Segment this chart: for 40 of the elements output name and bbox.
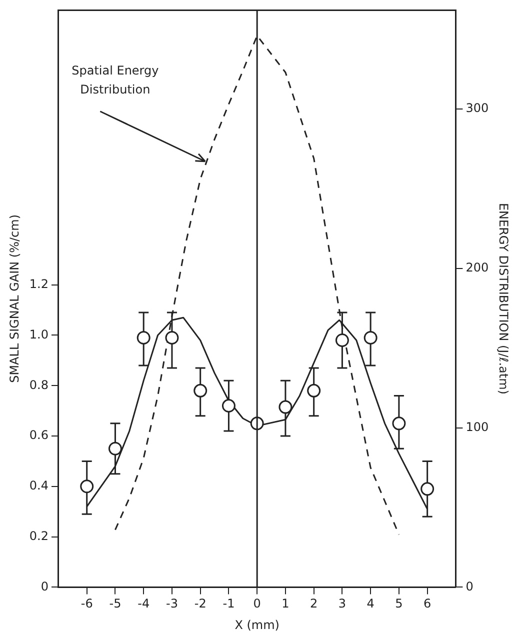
y-axis-title: SMALL SIGNAL GAIN (%/cm) (7, 214, 22, 383)
annotation: Spatial Energy Distribution (72, 64, 159, 97)
x-tick-label: 4 (366, 596, 374, 611)
y-tick-label: 0.2 (29, 528, 48, 543)
x-tick-label: 0 (253, 596, 261, 611)
x-tick-label: 3 (338, 596, 346, 611)
point (364, 331, 378, 345)
x-tick-label: 2 (310, 596, 318, 611)
point (307, 384, 321, 398)
point (222, 399, 236, 413)
x-tick-label: -5 (109, 596, 122, 611)
point (108, 442, 122, 456)
x-tick-label: -1 (222, 596, 235, 611)
x-tick-label: -3 (166, 596, 178, 611)
y2-tick-label: 200 (466, 260, 489, 275)
point (335, 334, 349, 348)
x-tick-label: 6 (424, 596, 432, 611)
x-tick-label: -2 (194, 596, 206, 611)
x-tick-label: -6 (80, 596, 93, 611)
point (165, 331, 179, 345)
x-tick-label: 1 (282, 596, 290, 611)
y-tick-label: 0 (40, 579, 48, 594)
y-tick-label: 1.0 (29, 327, 48, 342)
y-tick-label: 1.2 (29, 276, 48, 291)
x-axis-title: X (mm) (234, 618, 280, 632)
y-tick-label: 0.4 (29, 478, 48, 493)
y-tick-label: 0.6 (29, 428, 48, 442)
point (194, 384, 208, 398)
y2-axis-title: ENERGY DISTRIBUTION (J/ℓ.atm) (496, 202, 511, 394)
y2-tick-label: 0 (466, 579, 474, 594)
y2-tick-label: 100 (466, 420, 489, 434)
y2-tick-label: 300 (466, 101, 489, 116)
point (136, 331, 150, 345)
x-tick-label: 5 (395, 596, 403, 611)
point (80, 480, 94, 494)
x-tick-label: -4 (138, 596, 150, 611)
point (278, 400, 292, 414)
point (420, 482, 434, 496)
y-tick-label: 0.8 (29, 378, 48, 392)
point (392, 416, 406, 430)
